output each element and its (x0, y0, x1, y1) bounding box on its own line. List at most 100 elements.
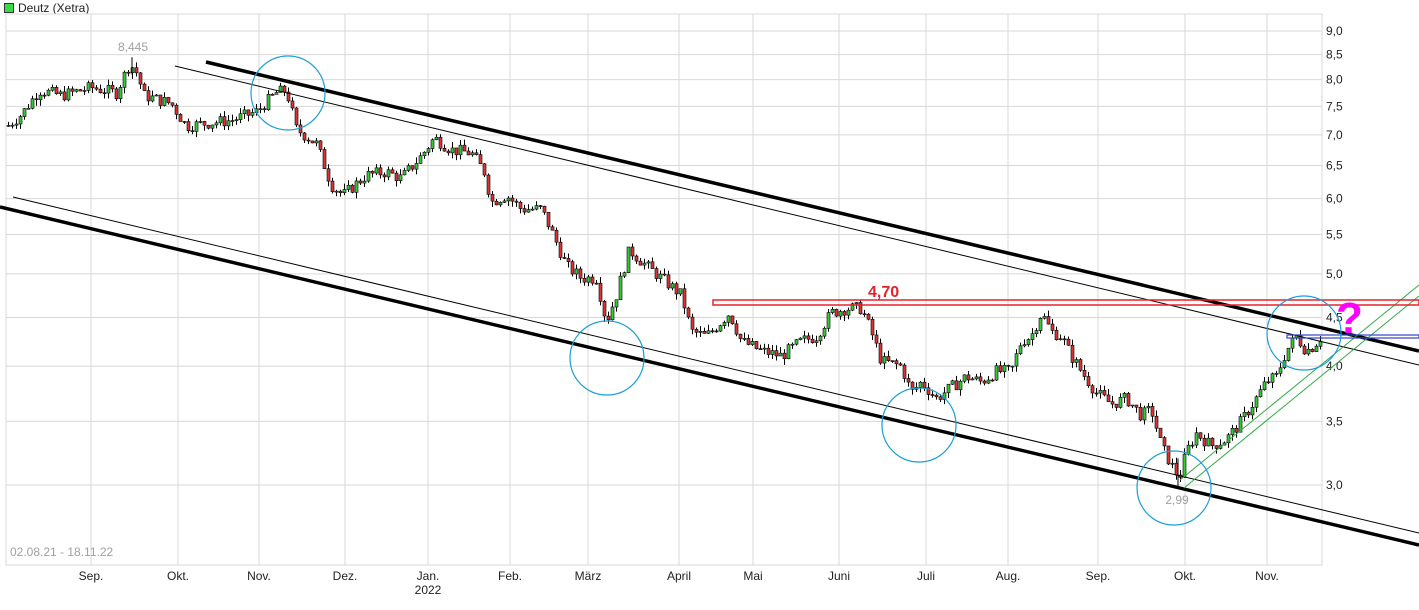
candle-up (610, 306, 615, 321)
candle-up (1286, 347, 1291, 361)
candle-up (1130, 404, 1135, 407)
y-tick-label: 5,0 (1326, 267, 1343, 281)
candle-up (398, 174, 403, 182)
candle-up (1010, 365, 1015, 368)
y-tick-label: 6,0 (1326, 192, 1343, 206)
candle-up (1186, 444, 1191, 455)
x-axis: Sep. Okt. Nov. Dez. Jan.2022 Feb. März April Mai… (79, 569, 1279, 597)
candle-down (866, 313, 871, 320)
candle-down (310, 140, 315, 144)
candle-up (406, 165, 411, 171)
candle-down (1266, 381, 1271, 384)
x-tick-label: Juni (828, 569, 850, 583)
candle-down (330, 180, 335, 193)
candle-up (402, 170, 407, 176)
candle-up (1018, 345, 1023, 355)
candle-down (1162, 437, 1167, 447)
candle-up (14, 123, 19, 126)
candle-up (1250, 407, 1255, 416)
candle-down (910, 381, 915, 390)
candle-down (1082, 369, 1087, 377)
candle-up (198, 121, 203, 123)
candle-down (690, 316, 695, 330)
candle-down (570, 261, 575, 275)
x-tick-label: April (667, 569, 691, 583)
candle-up (1146, 406, 1151, 409)
candle-up (750, 341, 755, 345)
candle-up (974, 376, 979, 380)
candle-up (798, 337, 803, 340)
candle-up (658, 273, 663, 279)
candle-up (106, 85, 111, 94)
candle-down (454, 147, 459, 156)
candle-up (1190, 444, 1195, 447)
candle-up (698, 330, 703, 333)
candle-up (586, 276, 591, 283)
candle-down (1310, 348, 1315, 352)
candle-up (994, 365, 999, 381)
upper-channel-thick-line (205, 60, 1419, 353)
candle-up (958, 380, 963, 391)
candle-up (762, 347, 767, 350)
candle-down (662, 273, 667, 276)
candle-down (1066, 338, 1071, 346)
candle-down (486, 174, 491, 195)
candle-up (86, 82, 91, 91)
candle-down (390, 169, 395, 174)
candle-up (426, 148, 431, 153)
x-tick-label: Mai (743, 569, 762, 583)
candle-up (818, 335, 823, 342)
candle-up (814, 340, 819, 343)
candle-down (858, 302, 863, 315)
candle-down (382, 174, 387, 178)
candle-down (1214, 445, 1219, 449)
candle-up (530, 208, 535, 211)
candle-down (182, 121, 187, 123)
legend-label: Deutz (Xetra) (18, 1, 90, 15)
candle-up (46, 89, 51, 96)
candle-down (594, 282, 599, 285)
candle-down (410, 165, 415, 170)
candle-up (6, 125, 11, 127)
candle-up (526, 209, 531, 213)
candle-down (806, 335, 811, 340)
candle-down (114, 88, 119, 100)
candle-up (10, 124, 15, 127)
candle-down (1110, 401, 1115, 405)
candle-up (362, 180, 367, 184)
candle-down (990, 379, 995, 382)
candle-down (466, 150, 471, 156)
candle-down (166, 97, 171, 104)
high-price-label: 8,445 (118, 40, 148, 54)
candle-up (618, 275, 623, 300)
date-range-label: 02.08.21 - 18.11.22 (10, 545, 114, 559)
candle-down (666, 274, 671, 289)
candle-down (322, 149, 327, 170)
candle-up (234, 119, 239, 122)
candle-up (678, 288, 683, 295)
candle-down (318, 140, 323, 150)
lower-channel-thin-line (12, 196, 1419, 534)
x-tick-label: Nov. (247, 569, 271, 583)
candle-down (126, 71, 131, 74)
candle-up (622, 272, 627, 277)
lower-channel-thick-line (0, 205, 1419, 547)
candle-up (214, 122, 219, 126)
candle-down (1246, 411, 1251, 416)
candle-down (842, 311, 847, 316)
y-axis: 9,08,58,07,57,06,56,05,55,04,54,03,53,0 (1326, 24, 1343, 492)
candle-down (482, 163, 487, 176)
candle-up (162, 97, 167, 106)
candle-down (62, 91, 67, 101)
candle-down (110, 85, 115, 90)
resistance-zone (712, 299, 1419, 306)
highlight-circle (1136, 450, 1212, 526)
candle-down (138, 72, 143, 85)
candle-down (174, 104, 179, 115)
candle-down (462, 144, 467, 152)
candle-down (1090, 385, 1095, 394)
candle-down (134, 67, 139, 74)
candle-down (694, 328, 699, 333)
y-tick-label: 3,0 (1326, 478, 1343, 492)
x-tick-label: Jan. (417, 569, 440, 583)
